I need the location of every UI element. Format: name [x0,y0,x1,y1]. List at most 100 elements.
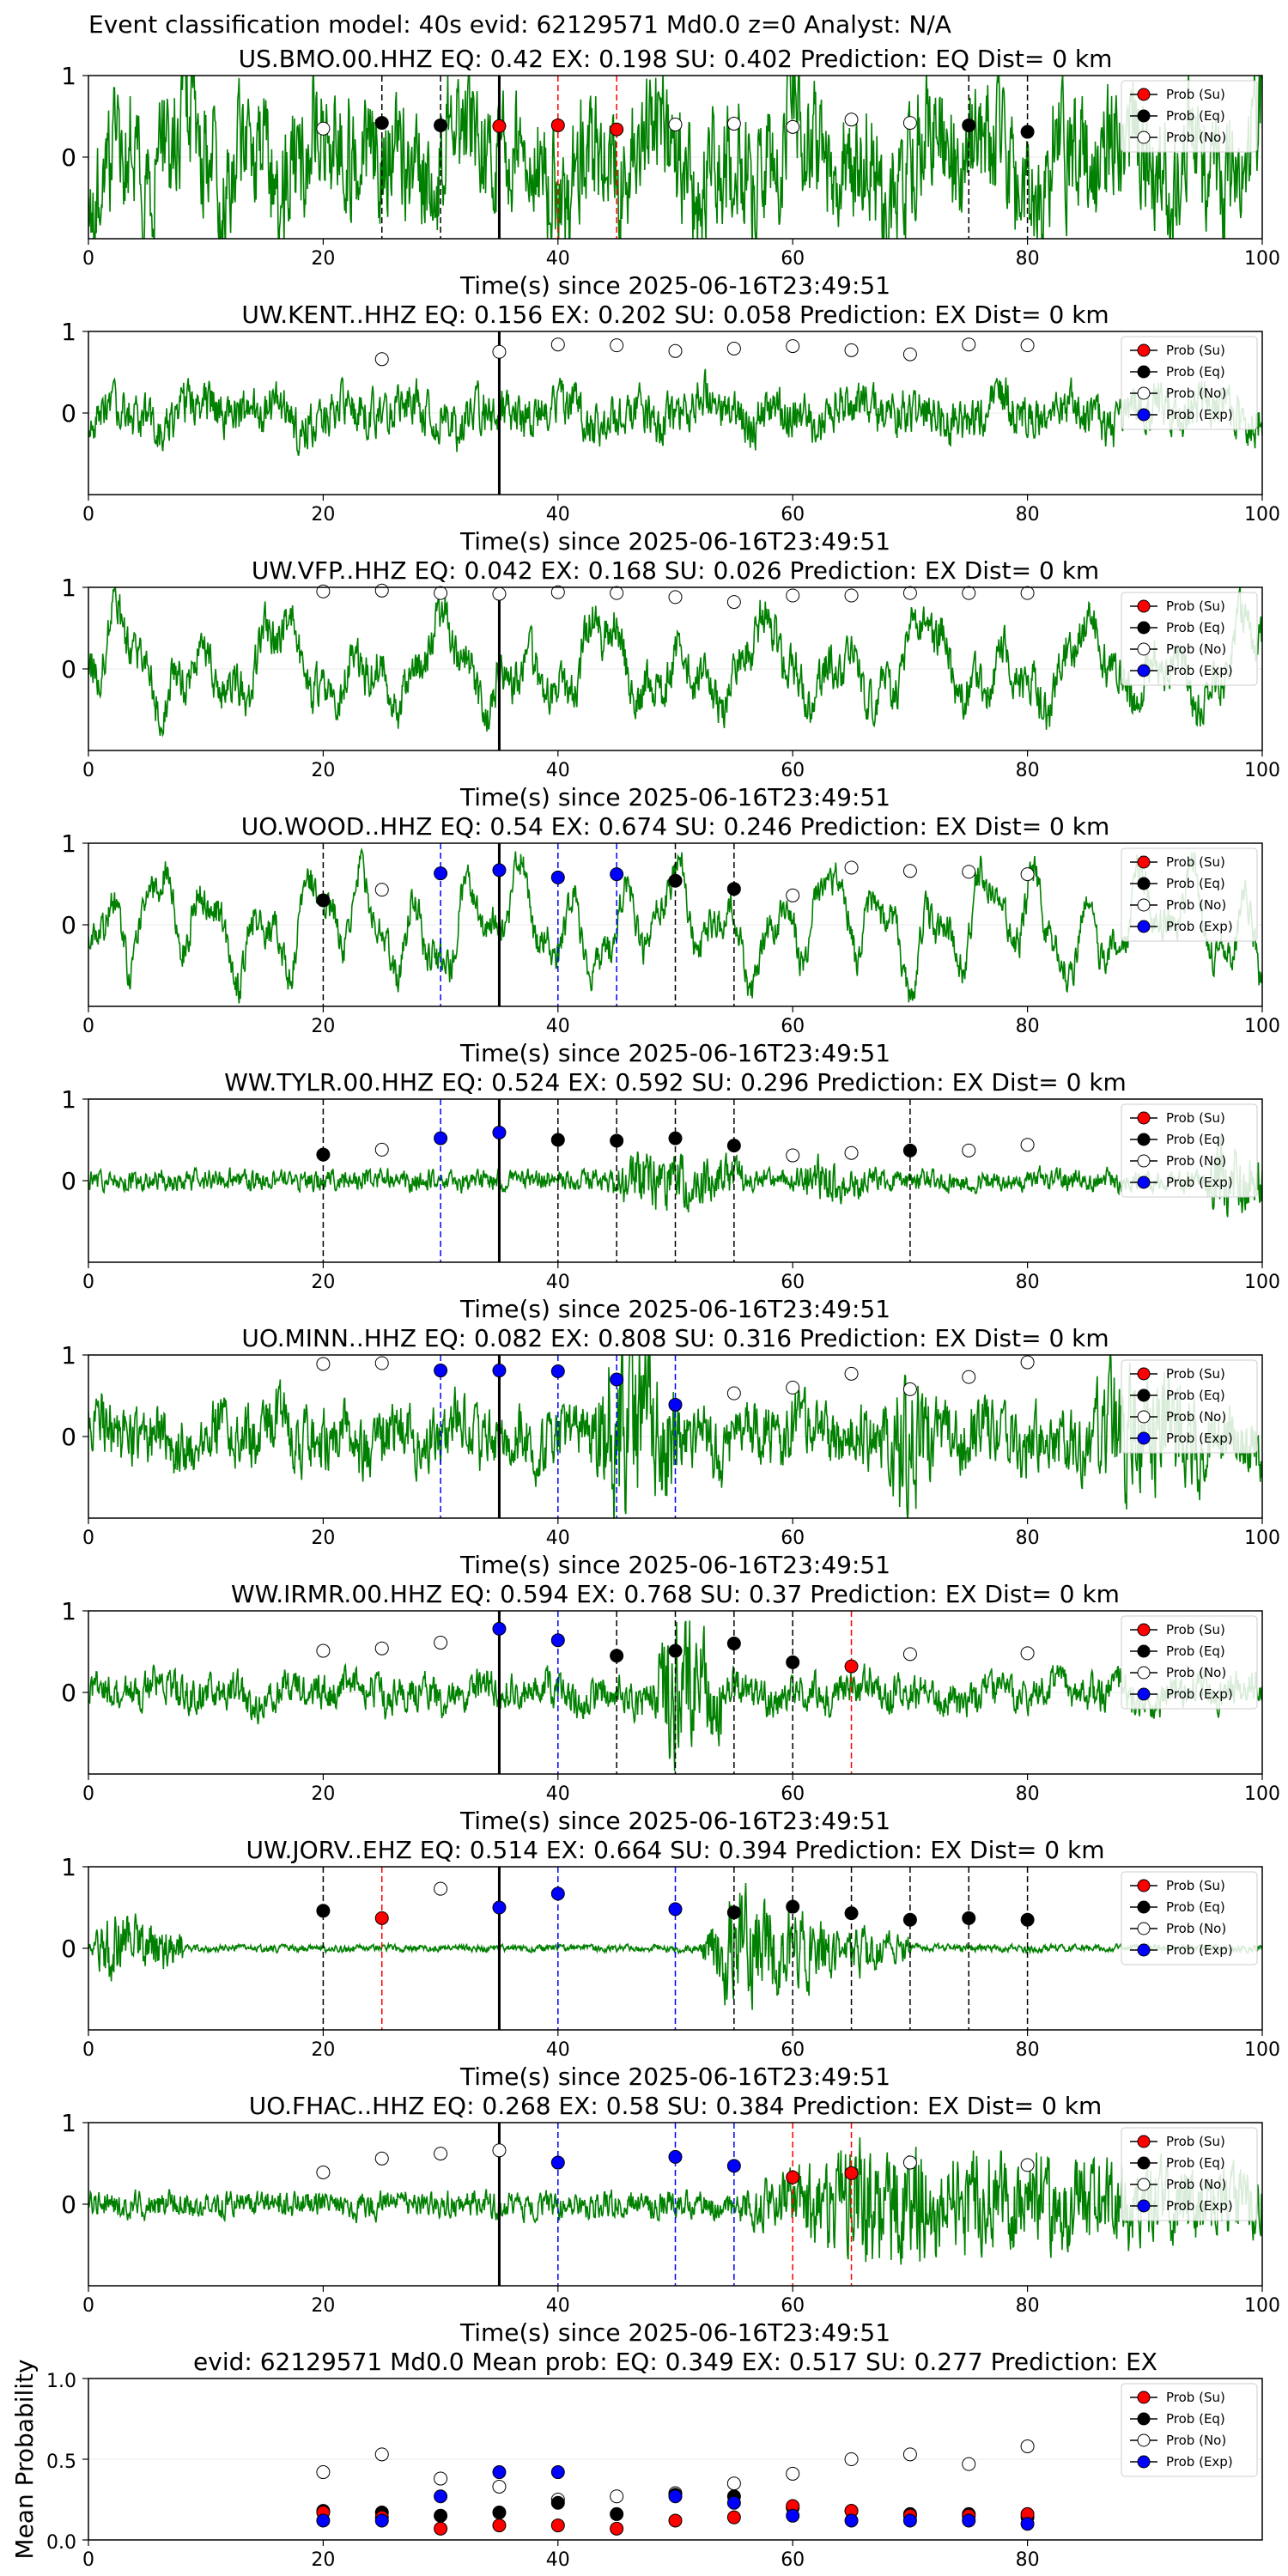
prob-point-no [492,586,507,601]
prob-point-no [316,584,331,598]
mean-point-exp [902,2513,917,2528]
prob-point-exp [668,1397,683,1412]
x-tick-label: 40 [546,1783,570,1805]
x-tick-label: 100 [1244,1528,1280,1549]
prob-point-no [668,590,683,605]
legend-marker-su [1137,1623,1151,1637]
prob-point-eq [726,1637,741,1650]
x-tick-label: 80 [1016,504,1040,526]
mean-point-no [316,2465,331,2480]
mean-point-exp [492,2465,507,2480]
prob-point-exp [492,1900,507,1915]
mean-point-eq [492,2506,507,2520]
legend-marker-exp [1137,1943,1151,1957]
prob-point-no [786,119,800,134]
prob-point-no [610,586,624,600]
x-tick-label: 100 [1244,504,1280,526]
prob-point-eq [786,1655,800,1669]
x-tick-label: 100 [1244,1016,1280,1037]
figure-title-text: Event classification model: 40s evid: 62… [88,10,951,39]
prob-point-eq [610,1133,624,1148]
prob-point-no [374,883,389,897]
x-axis-label: Time(s) since 2025-06-16T23:49:51 [459,1039,890,1067]
legend-marker-eq [1137,1388,1151,1402]
legend-marker-su [1137,2391,1151,2404]
legend-box [1121,336,1258,430]
prob-point-no [550,585,565,599]
waveform-trace [88,76,1262,239]
legend-label: Prob (No) [1166,1153,1226,1169]
legend-marker-no [1137,1154,1151,1168]
x-tick-label: 0 [82,1783,94,1805]
legend-box [1121,592,1258,686]
legend-box [1121,2383,1258,2477]
x-tick-label: 80 [1016,1783,1040,1805]
x-tick-label: 100 [1244,760,1280,781]
prob-point-eq [668,873,683,888]
prob-point-no [726,595,741,610]
mean-point-su [668,2513,683,2528]
mean-point-exp [316,2513,331,2528]
panel-title: WW.IRMR.00.HHZ EQ: 0.594 EX: 0.768 SU: 0… [231,1580,1120,1608]
x-axis-label: Time(s) since 2025-06-16T23:49:51 [459,1807,890,1835]
panel-title: WW.TYLR.00.HHZ EQ: 0.524 EX: 0.592 SU: 0… [224,1068,1127,1097]
prob-point-exp [434,866,448,881]
prob-point-eq [962,1911,976,1925]
prob-point-no [374,1356,389,1370]
prob-point-no [844,860,859,875]
mean-point-no [1020,2439,1035,2453]
legend-label: Prob (No) [1166,2177,1226,2192]
y-tick-label: 0.5 [46,2451,76,2473]
legend-marker-no [1137,642,1151,656]
x-axis-label: Time(s) since 2025-06-16T23:49:51 [459,527,890,556]
y-tick-label: 1 [61,829,76,858]
prob-point-no [492,344,507,359]
prob-point-no [902,2155,917,2170]
prob-point-no [1020,867,1035,882]
x-tick-label: 20 [311,1016,335,1037]
prob-point-no [1020,338,1035,353]
prob-point-no [726,341,741,355]
prob-point-no [316,121,331,136]
legend-label: Prob (Exp) [1166,663,1233,678]
mean-probability-panel: evid: 62129571 Md0.0 Mean prob: EQ: 0.34… [10,2348,1263,2571]
prob-point-no [844,343,859,357]
mean-point-no [962,2457,976,2471]
prob-point-no [844,588,859,603]
x-tick-label: 100 [1244,1272,1280,1293]
mean-point-exp [786,2508,800,2523]
prob-point-no [962,337,976,352]
y-tick-label: 1 [61,574,76,602]
mean-point-no [434,2471,448,2486]
legend-label: Prob (No) [1166,1665,1226,1680]
x-tick-label: 20 [311,2039,335,2061]
legend-label: Prob (Eq) [1166,1899,1225,1915]
x-tick-label: 60 [781,1783,805,1805]
x-tick-label: 40 [546,2549,570,2571]
legend-marker-eq [1137,1644,1151,1658]
x-tick-label: 60 [781,760,805,781]
x-tick-label: 60 [781,1528,805,1549]
panel-title: UO.FHAC..HHZ EQ: 0.268 EX: 0.58 SU: 0.38… [249,2092,1103,2120]
prob-point-no [316,1643,331,1658]
prob-point-no [1020,1646,1035,1661]
x-tick-label: 80 [1016,1272,1040,1293]
prob-point-eq [902,1143,917,1157]
legend-marker-eq [1137,1900,1151,1914]
prob-point-exp [668,1902,683,1917]
legend-box [1121,1103,1258,1198]
x-axis-label: Time(s) since 2025-06-16T23:49:51 [459,1295,890,1323]
station-panel-4: WW.TYLR.00.HHZ EQ: 0.524 EX: 0.592 SU: 0… [61,1068,1280,1323]
prob-point-eq [962,118,976,132]
prob-point-no [374,2151,389,2166]
prob-point-no [726,117,741,131]
y-tick-label: 0 [61,1167,76,1195]
legend-marker-no [1137,131,1151,144]
prob-point-no [726,1386,741,1400]
prob-point-no [668,343,683,358]
legend-label: Prob (No) [1166,130,1226,145]
legend-label: Prob (Eq) [1166,1643,1225,1659]
x-tick-label: 80 [1016,2039,1040,2061]
y-tick-label: 1 [61,1341,76,1370]
